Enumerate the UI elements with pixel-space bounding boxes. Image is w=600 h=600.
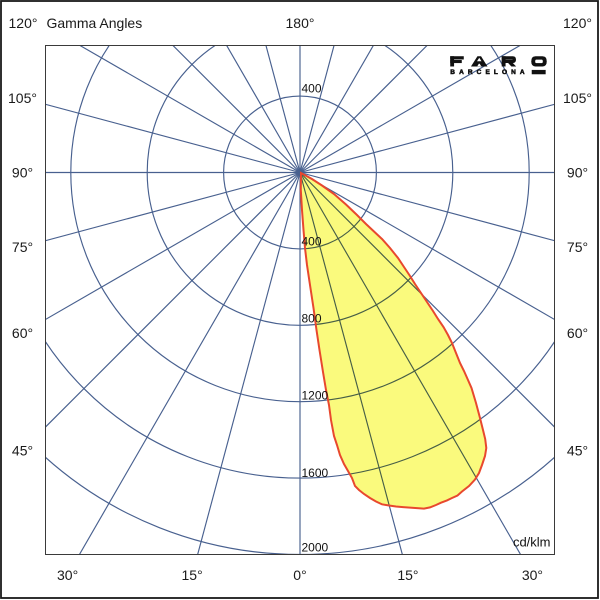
svg-text:0°: 0°: [293, 567, 306, 583]
svg-text:60°: 60°: [567, 325, 588, 341]
svg-text:75°: 75°: [12, 239, 33, 255]
svg-text:180°: 180°: [286, 15, 315, 31]
svg-text:30°: 30°: [522, 567, 543, 583]
svg-text:BARCELONA: BARCELONA: [450, 69, 528, 76]
svg-text:cd/klm: cd/klm: [513, 535, 551, 550]
svg-text:90°: 90°: [12, 165, 33, 181]
svg-text:90°: 90°: [567, 165, 588, 181]
svg-text:105°: 105°: [563, 90, 592, 106]
svg-text:400: 400: [302, 234, 322, 248]
svg-text:60°: 60°: [12, 325, 33, 341]
svg-text:15°: 15°: [397, 567, 418, 583]
svg-text:1200: 1200: [302, 389, 329, 403]
svg-text:800: 800: [302, 311, 322, 325]
svg-text:15°: 15°: [182, 567, 203, 583]
svg-text:400: 400: [302, 82, 322, 96]
svg-text:75°: 75°: [567, 239, 588, 255]
svg-text:Gamma Angles: Gamma Angles: [47, 15, 143, 31]
svg-text:45°: 45°: [567, 443, 588, 459]
svg-text:1600: 1600: [302, 466, 329, 480]
svg-text:2000: 2000: [302, 541, 329, 555]
svg-text:105°: 105°: [8, 90, 37, 106]
svg-text:120°: 120°: [9, 15, 38, 31]
svg-text:45°: 45°: [12, 443, 33, 459]
svg-text:120°: 120°: [563, 15, 592, 31]
svg-text:30°: 30°: [57, 567, 78, 583]
